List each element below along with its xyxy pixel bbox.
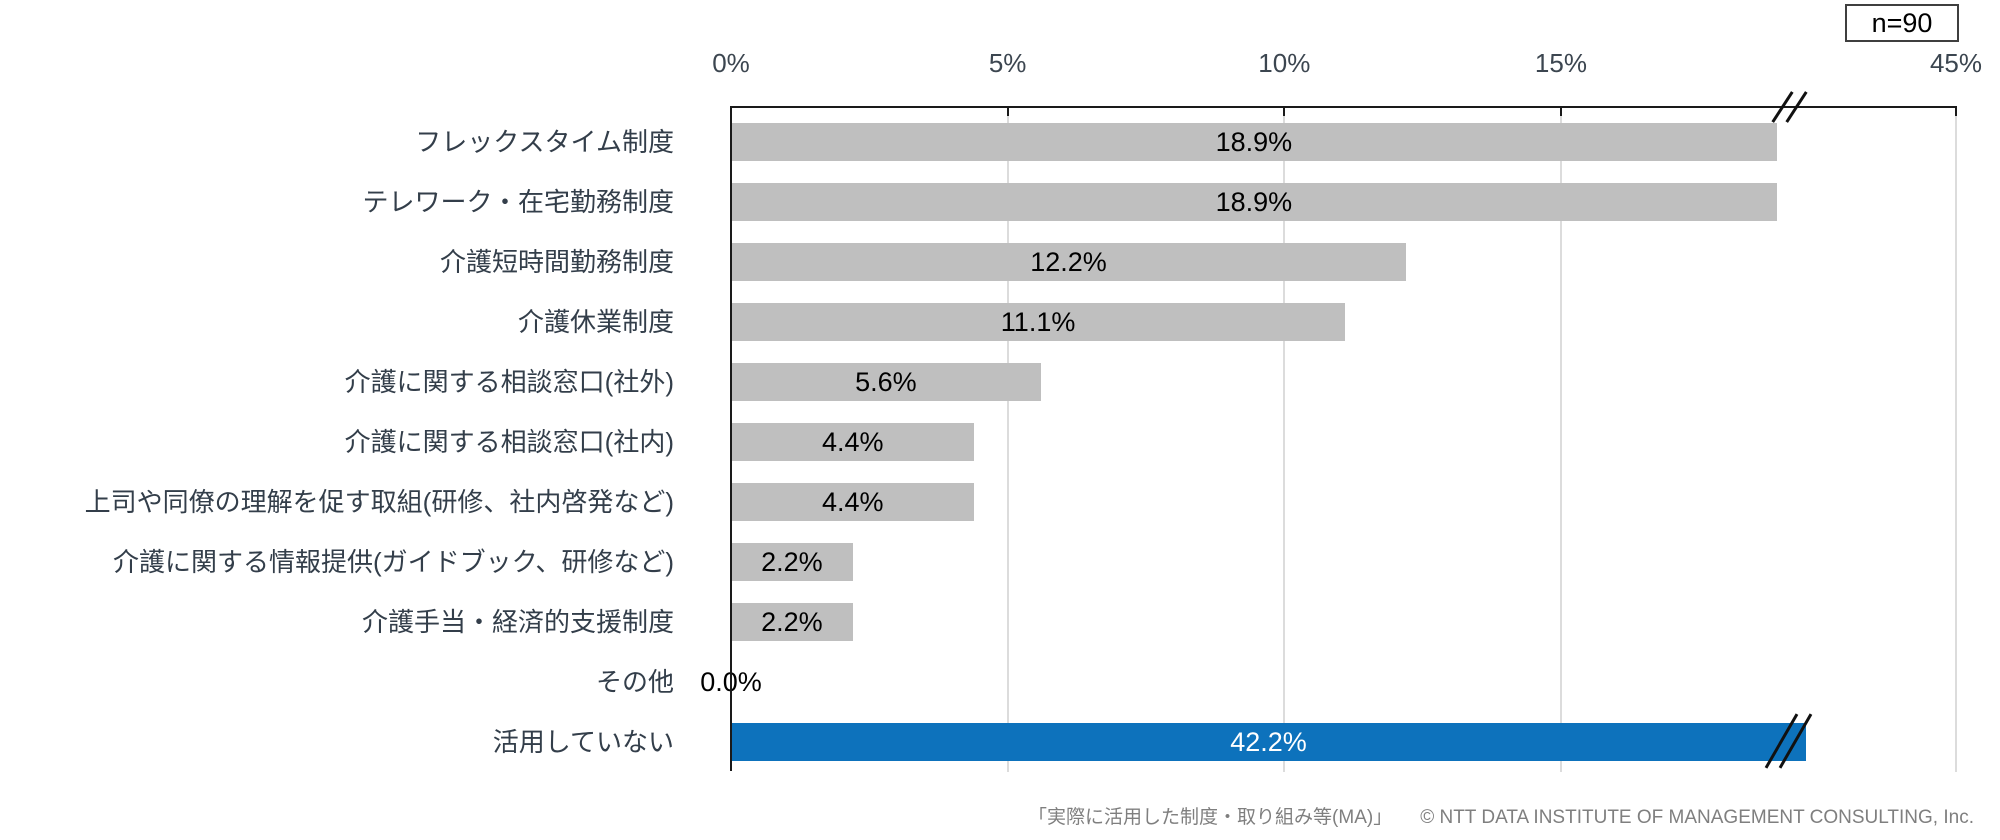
bar-value-label: 11.1% xyxy=(1000,307,1076,337)
gridline xyxy=(1283,107,1286,772)
axis-tick xyxy=(1955,107,1957,116)
footer: 「実際に活用した制度・取り組み等(MA)」 © NTT DATA INSTITUT… xyxy=(1028,802,1974,829)
bar xyxy=(731,363,1041,401)
bar-highlight xyxy=(731,723,1806,761)
axis-tick-label: 10% xyxy=(1258,48,1311,78)
x-axis-line xyxy=(730,106,1957,108)
bar xyxy=(731,423,975,461)
bar xyxy=(731,603,853,641)
category-label: テレワーク・在宅勤務制度 xyxy=(362,187,674,217)
category-label: その他 xyxy=(595,667,674,697)
category-label: 介護に関する相談窓口(社外) xyxy=(344,367,674,397)
bar-value-label: 4.4% xyxy=(821,427,884,457)
bar-value-label: 4.4% xyxy=(821,487,884,517)
bar xyxy=(731,123,1777,161)
source-caption: 「実際に活用した制度・取り組み等(MA)」 xyxy=(1028,807,1393,828)
axis-tick-label: 5% xyxy=(988,48,1027,78)
sample-size-label: n=90 xyxy=(1871,7,1933,38)
bar xyxy=(731,243,1407,281)
bar xyxy=(731,183,1777,221)
category-label: 介護に関する相談窓口(社内) xyxy=(344,427,674,457)
axis-tick-label: 45% xyxy=(1929,48,1983,78)
bar-value-label: 18.9% xyxy=(1215,127,1293,157)
category-label: 介護短時間勤務制度 xyxy=(439,247,674,277)
gridline xyxy=(1955,107,1957,772)
axis-tick xyxy=(1559,107,1562,116)
category-label: 上司や同僚の理解を促す取組(研修、社内啓発など) xyxy=(84,487,674,517)
gridline xyxy=(1559,107,1562,772)
category-label: 活用していない xyxy=(492,727,674,757)
bar xyxy=(731,483,975,521)
category-label: フレックスタイム制度 xyxy=(415,127,674,157)
axis-tick xyxy=(1006,107,1009,116)
category-label: 介護休業制度 xyxy=(517,307,674,337)
bar xyxy=(731,303,1346,341)
axis-tick-label: 15% xyxy=(1534,48,1587,78)
bar-value-label: 18.9% xyxy=(1215,187,1293,217)
category-label: 介護に関する情報提供(ガイドブック、研修など) xyxy=(113,547,674,577)
bar-value-label: 12.2% xyxy=(1030,247,1107,277)
y-axis-line xyxy=(730,106,732,771)
axis-tick xyxy=(730,107,732,116)
copyright-text: © NTT DATA INSTITUTE OF MANAGEMENT CONSU… xyxy=(1420,807,1974,828)
bar-value-label: 2.2% xyxy=(761,607,823,637)
bar-value-label: 42.2% xyxy=(1230,727,1307,757)
category-label: 介護手当・経済的支援制度 xyxy=(361,607,674,637)
axis-tick xyxy=(1283,107,1286,116)
axis-tick-label: 0% xyxy=(712,48,750,78)
bar-value-label: 2.2% xyxy=(761,547,823,577)
bar-value-label: 5.6% xyxy=(855,367,917,397)
sample-size-badge: n=90 xyxy=(1845,4,1959,42)
bar xyxy=(731,543,853,581)
gridline xyxy=(1006,107,1009,772)
